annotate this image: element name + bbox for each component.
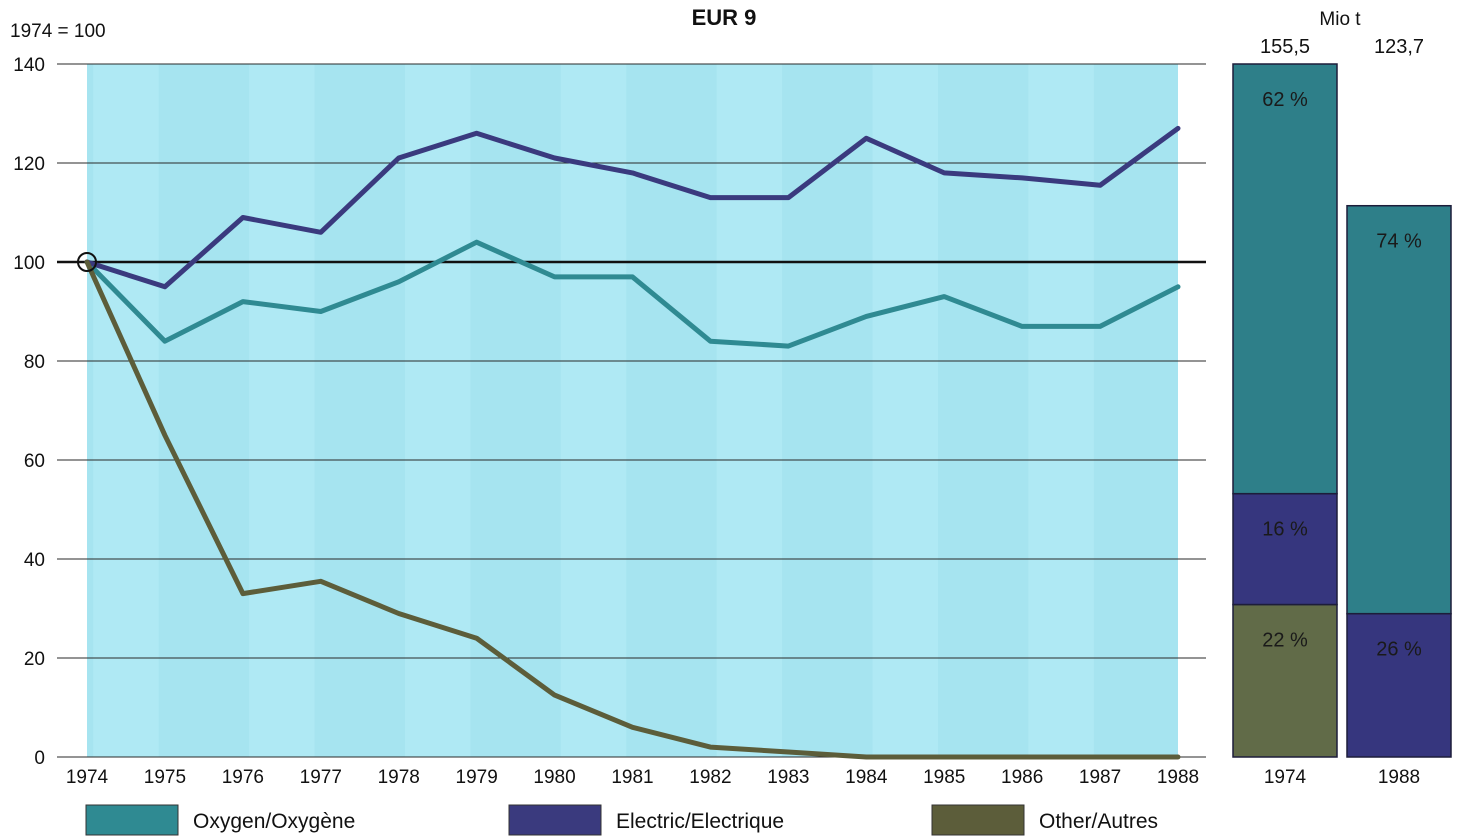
year-band	[1028, 64, 1094, 757]
base-point-marker	[77, 252, 97, 272]
series-lines	[77, 125, 1181, 760]
bar-category-label: 1974	[1264, 767, 1307, 788]
x-tick-label: 1985	[923, 767, 965, 788]
x-tick-label: 1975	[144, 767, 186, 788]
y-tick-label: 140	[13, 55, 45, 76]
x-tick-label: 1983	[767, 767, 809, 788]
bar-segment	[1232, 63, 1338, 495]
y-tick-label: 60	[24, 451, 45, 472]
legend-swatch-2	[931, 804, 1025, 836]
y-tick-label: 40	[24, 550, 45, 571]
legend-label-1: Electric/Electrique	[616, 810, 784, 833]
bar-segment-label: 74 %	[1376, 231, 1422, 253]
bar-segment-label: 22 %	[1262, 630, 1308, 652]
x-tick-label: 1980	[533, 767, 575, 788]
y-tick-label: 100	[13, 253, 45, 274]
bar-unit-label: Mio t	[1319, 9, 1361, 30]
x-tick-label: 1974	[66, 767, 109, 788]
year-band	[249, 64, 315, 757]
year-band	[872, 64, 938, 757]
series-line-1	[84, 125, 1181, 290]
series-line-0	[84, 239, 1181, 349]
stacked-bars: 22 % 16 % 62 % 155,5 1974 26 % 74 % 123,7 1988	[1232, 36, 1452, 788]
x-tick-label: 1979	[456, 767, 498, 788]
x-tick-label: 1986	[1001, 767, 1043, 788]
bar-category-label: 1988	[1378, 767, 1420, 788]
year-band	[93, 64, 159, 757]
bar-segment-label: 26 %	[1376, 639, 1422, 661]
legend-label-0: Oxygen/Oxygène	[193, 810, 355, 833]
y-tick-label: 0	[34, 748, 45, 769]
x-tick-label: 1977	[300, 767, 342, 788]
bar-total-label: 155,5	[1260, 36, 1310, 58]
x-tick-label: 1987	[1079, 767, 1121, 788]
plot-background	[87, 64, 1178, 757]
y-tick-label: 120	[13, 154, 45, 175]
x-tick-label: 1982	[689, 767, 731, 788]
x-tick-label: 1976	[222, 767, 264, 788]
bar-segment	[1346, 612, 1452, 758]
year-band	[404, 64, 471, 757]
bar-segment-label: 16 %	[1262, 519, 1308, 541]
chart-title: EUR 9	[692, 5, 757, 30]
index-note: 1974 = 100	[10, 21, 106, 42]
legend-label-2: Other/Autres	[1039, 810, 1158, 833]
x-tick-label: 1981	[611, 767, 653, 788]
x-tick-label: 1984	[845, 767, 888, 788]
bar-segment-label: 62 %	[1262, 89, 1308, 111]
y-tick-label: 20	[24, 649, 45, 670]
legend-swatch-0	[85, 804, 179, 836]
year-band	[560, 64, 627, 757]
bar-segment	[1232, 603, 1338, 758]
bar-segment	[1232, 492, 1338, 606]
y-tick-label: 80	[24, 352, 45, 373]
bar-total-label: 123,7	[1374, 36, 1424, 58]
legend-swatch-1	[508, 804, 602, 836]
axes: 0 20 40 60 80 100 120 140 1974 1975 1976 1977 1978 19…	[13, 55, 1199, 788]
year-band	[716, 64, 783, 757]
bar-segment	[1346, 204, 1452, 615]
x-tick-label: 1978	[378, 767, 420, 788]
x-tick-label: 1988	[1157, 767, 1199, 788]
series-line-2	[84, 259, 1181, 760]
legend: Oxygen/Oxygène Electric/Electrique Other/A…	[85, 804, 1158, 836]
